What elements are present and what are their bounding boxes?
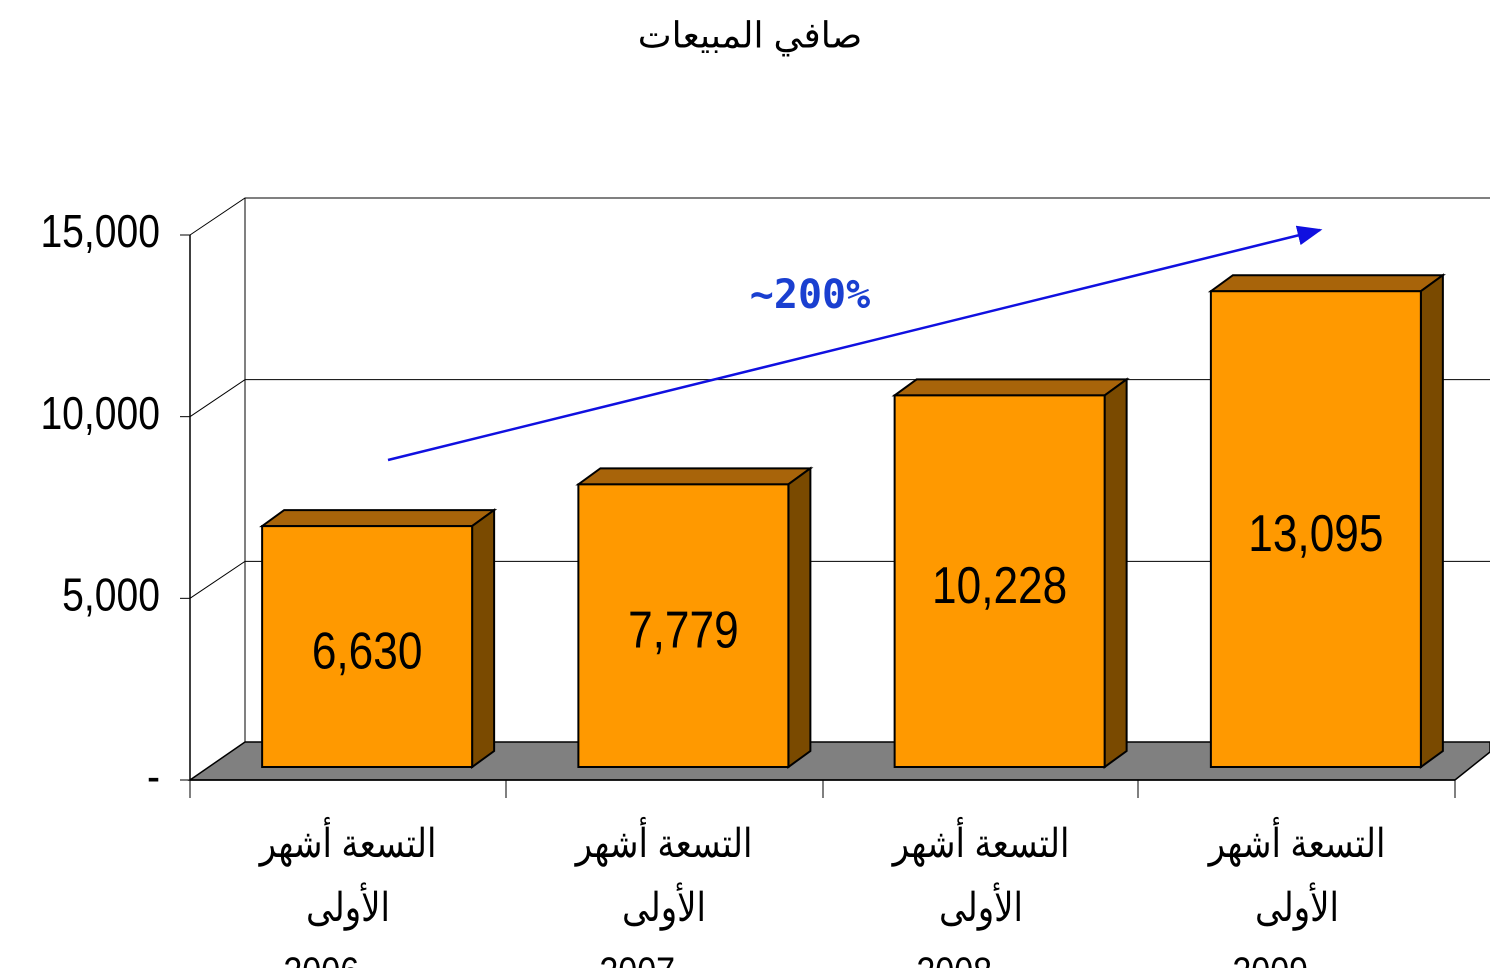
bar	[893, 394, 1106, 768]
bar-side	[787, 466, 812, 769]
bar-top	[575, 467, 814, 486]
trend-arrow	[387, 225, 1323, 462]
bar-top	[259, 509, 498, 528]
y-tick-label: 15,000	[40, 206, 160, 258]
y-tick-label: 5,000	[62, 570, 160, 622]
bar-top	[1207, 274, 1446, 293]
bar-side	[471, 508, 496, 769]
category-ticks	[189, 780, 1456, 798]
x-tick-label: التسعة أشهر الأولى من 2006	[259, 822, 437, 968]
bar-side	[1103, 377, 1128, 769]
x-tick-label: التسعة أشهر الأولى من 2008	[892, 822, 1069, 968]
bar-side	[1419, 273, 1444, 769]
bar-top	[891, 378, 1130, 397]
annotation: ~200%	[750, 272, 870, 318]
value-label: 10,228	[932, 557, 1067, 615]
bar	[577, 483, 790, 768]
bar	[1209, 290, 1422, 768]
x-tick-label: التسعة أشهر الأولى من 2007	[575, 822, 753, 968]
value-label: 6,630	[312, 622, 423, 680]
grid-line	[189, 197, 1490, 236]
y-tick-label: -	[147, 751, 160, 803]
bar	[261, 525, 474, 768]
value-label: 7,779	[628, 601, 739, 659]
x-tick-label: التسعة أشهر الأولى من 2009	[1208, 822, 1386, 968]
value-label: 13,095	[1248, 505, 1383, 563]
chart-title: صافي المبيعات	[638, 15, 863, 57]
y-tick-label: 10,000	[40, 388, 160, 440]
